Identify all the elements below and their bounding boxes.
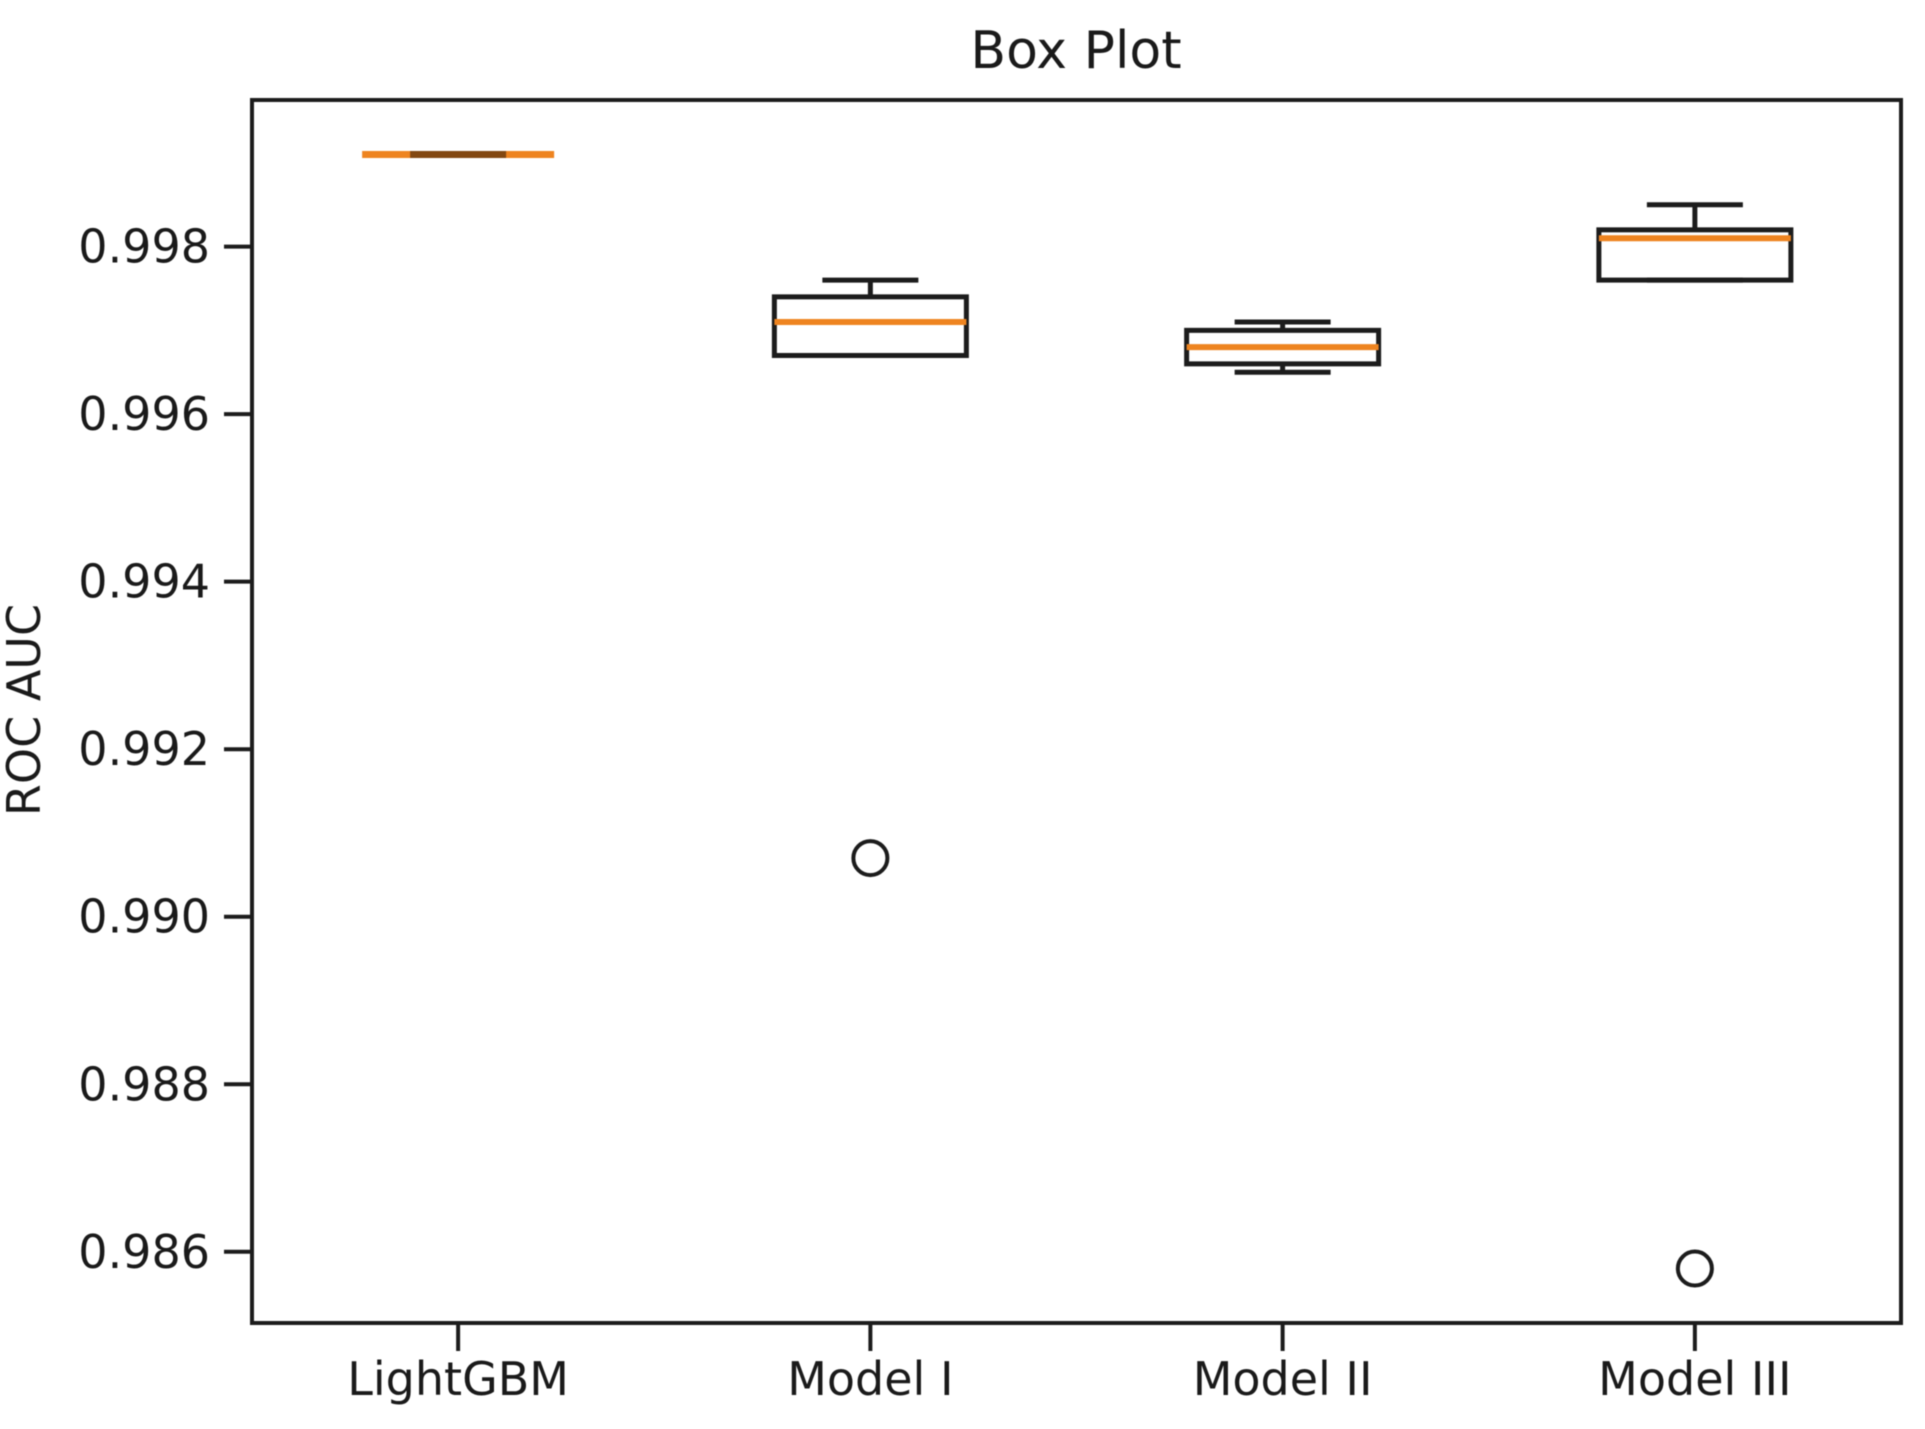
y-tick-label: 0.992 (78, 722, 210, 776)
y-axis-label: ROC AUC (0, 604, 51, 816)
x-tick-label: Model II (1193, 1352, 1373, 1406)
boxes-layer (362, 150, 1794, 1288)
y-tick-label: 0.998 (78, 220, 210, 274)
x-tick-label: Model I (787, 1352, 953, 1406)
plot-border (250, 98, 1903, 1325)
y-tick-label: 0.990 (78, 890, 210, 944)
y-tick-label: 0.988 (78, 1057, 210, 1111)
y-tick-label: 0.986 (78, 1225, 210, 1279)
box (771, 294, 969, 358)
x-tick-label: Model III (1598, 1352, 1791, 1406)
outlier-point (851, 839, 890, 878)
x-tick-label: LightGBM (347, 1352, 569, 1406)
axes-layer: 0.986 0.988 0.990 0.992 0.994 0.996 0.998 Light… (78, 98, 1903, 1406)
outlier-point (1675, 1249, 1714, 1288)
box (1596, 227, 1794, 283)
y-tick-label: 0.996 (78, 387, 210, 441)
chart-title: Box Plot (970, 21, 1181, 81)
y-tick-label: 0.994 (78, 555, 210, 609)
